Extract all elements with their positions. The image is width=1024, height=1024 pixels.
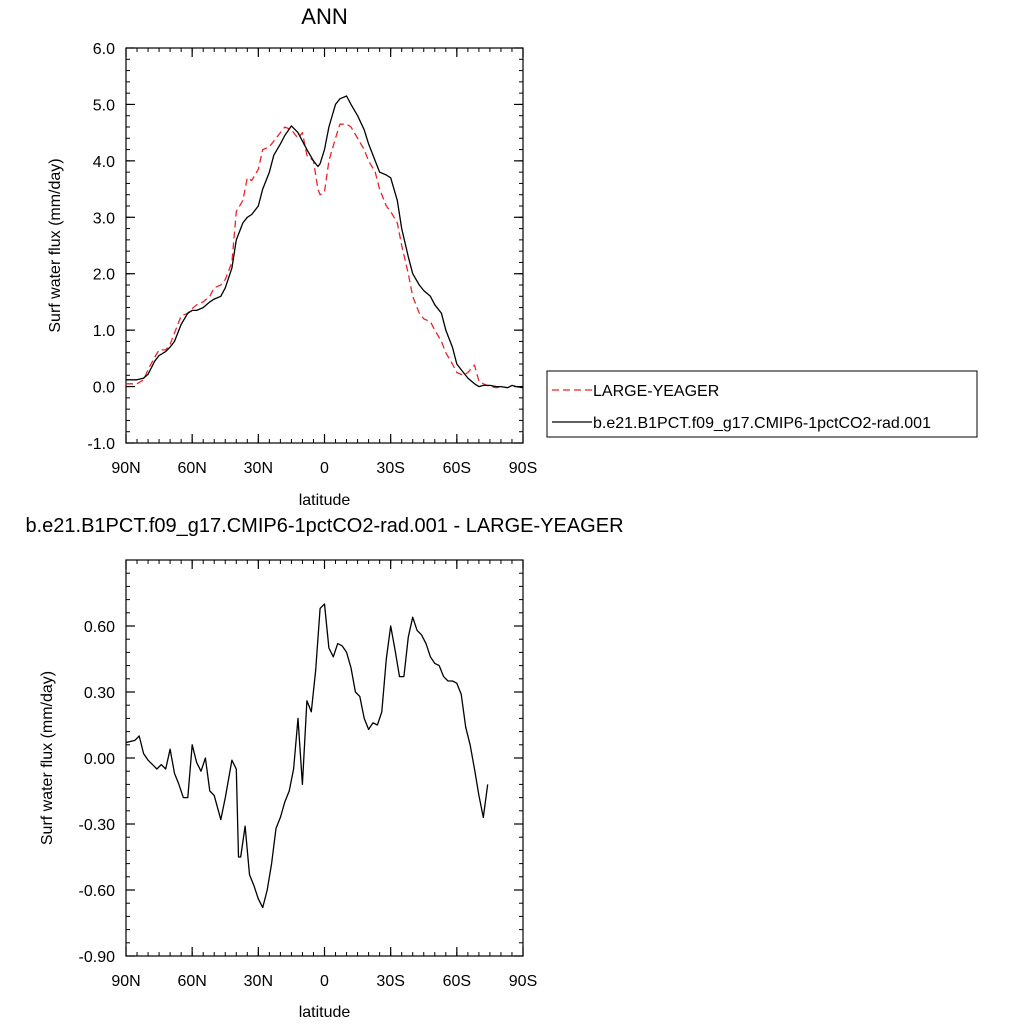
y-tick-label: 2.0 [93, 267, 115, 284]
plot-title: ANN [301, 4, 347, 29]
y-tick-label: -0.90 [79, 949, 116, 966]
bottom-plot: -0.90 -0.60 -0.30 0.00 0.30 0.60 90N 60N 30N 0 30S… [25, 515, 623, 1021]
x-tick-label: 90N [111, 973, 140, 990]
series-line-large-yeager [126, 123, 502, 389]
series-line-b-e21-b1pct-f09-g17-cmip6-1pctco2-rad-001 [126, 95, 524, 389]
x-tick-label: 30S [376, 460, 404, 477]
y-tick-label: -0.30 [79, 817, 116, 834]
x-tick-label: 90N [111, 460, 140, 477]
difference-line [125, 603, 489, 909]
plot-frame [125, 559, 524, 957]
x-tick-label: 60S [443, 973, 471, 990]
x-tick-label: 0 [320, 973, 329, 990]
x-tick-label: 60S [443, 460, 471, 477]
plot-title: b.e21.B1PCT.f09_g17.CMIP6-1pctCO2-rad.00… [25, 515, 623, 537]
x-tick-label: 0 [320, 460, 329, 477]
y-tick-label: -0.60 [79, 883, 116, 900]
y-tick-label: 4.0 [93, 154, 115, 171]
y-tick-label: -1.0 [87, 436, 115, 453]
y-tick-label: 0.0 [93, 380, 115, 397]
legend-label: LARGE-YEAGER [593, 383, 719, 400]
y-tick-label: 0.30 [84, 685, 115, 702]
x-tick-label: 60N [177, 460, 206, 477]
y-tick-label: 6.0 [93, 41, 115, 58]
y-tick-label: 1.0 [93, 323, 115, 340]
x-tick-label: 30S [376, 973, 404, 990]
x-tick-label: 30N [244, 460, 273, 477]
x-axis-label: latitude [299, 1004, 351, 1021]
top-plot: -1.0 0.0 1.0 2.0 3.0 4.0 5.0 6.0 90N 60N 30N 0 30S 60… [47, 4, 537, 509]
y-tick-label: 0.60 [84, 619, 115, 636]
x-axis-label: latitude [299, 492, 351, 509]
legend-label: b.e21.B1PCT.f09_g17.CMIP6-1pctCO2-rad.00… [593, 415, 931, 432]
x-tick-label: 30N [244, 973, 273, 990]
legend: LARGE-YEAGER b.e21.B1PCT.f09_g17.CMIP6-1p… [546, 370, 978, 438]
y-tick-label: 0.00 [84, 751, 115, 768]
y-axis-label: Surf water flux (mm/day) [47, 158, 64, 332]
x-tick-label: 60N [177, 973, 206, 990]
x-tick-label: 90S [509, 973, 537, 990]
x-tick-label: 90S [509, 460, 537, 477]
y-axis-label: Surf water flux (mm/day) [39, 671, 56, 845]
y-tick-label: 5.0 [93, 97, 115, 114]
legend-box [546, 370, 978, 438]
y-tick-label: 3.0 [93, 210, 115, 227]
plot-frame [125, 47, 524, 444]
